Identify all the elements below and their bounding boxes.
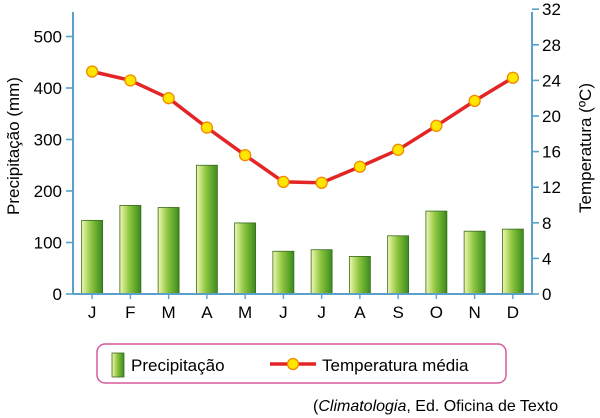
- temperature-point-8: [353, 160, 367, 173]
- legend-temperature-marker: [286, 357, 300, 371]
- right-tick-label: 4: [542, 249, 551, 268]
- temperature-point-9: [391, 143, 405, 156]
- temperature-point-7: [315, 176, 328, 189]
- legend-precipitation-swatch: [111, 352, 125, 378]
- x-tick-label: F: [125, 303, 135, 322]
- temperature-point-11: [468, 94, 481, 108]
- source-publisher: , Ed. Oficina de Texto: [406, 398, 558, 415]
- right-tick-label: 32: [542, 0, 561, 19]
- temperature-point-10: [430, 119, 443, 132]
- left-tick-label: 300: [34, 131, 62, 150]
- left-axis-ticks: 0 100 200 300 400 500: [34, 28, 73, 304]
- x-tick-label: J: [279, 303, 288, 322]
- bar-m-5: [234, 222, 257, 295]
- temperature-point-2: [124, 74, 137, 87]
- temperature-line: [91, 69, 514, 185]
- bar-o-10: [425, 210, 448, 295]
- x-tick-label: J: [88, 303, 97, 322]
- bar-j-6: [272, 250, 295, 295]
- x-tick-label: J: [317, 303, 326, 322]
- bar-d-12: [501, 228, 524, 295]
- right-tick-label: 0: [542, 285, 551, 304]
- x-tick-label: D: [507, 303, 519, 322]
- left-tick-label: 0: [53, 285, 62, 304]
- left-axis-title: Precipitação (mm): [4, 77, 23, 215]
- bar-j-1: [81, 219, 104, 295]
- bar-a-4: [195, 164, 218, 295]
- bar-m-3: [157, 207, 180, 295]
- source-caption: (Climatologia, Ed. Oficina de Texto: [313, 398, 558, 415]
- temperature-point-3: [162, 92, 175, 105]
- bar-n-11: [463, 230, 486, 295]
- left-tick-label: 400: [34, 79, 62, 98]
- right-tick-label: 12: [542, 178, 561, 197]
- temperature-point-12: [506, 71, 520, 84]
- right-axis-title: Temperatura (ºC): [576, 83, 595, 213]
- x-tick-label: M: [162, 303, 176, 322]
- left-tick-label: 100: [34, 234, 62, 253]
- legend-precipitation-label: Precipitação: [131, 356, 225, 375]
- x-tick-label: A: [201, 303, 213, 322]
- x-tick-label: N: [468, 303, 480, 322]
- temperature-point-1: [85, 65, 99, 78]
- x-tick-label: A: [354, 303, 366, 322]
- right-tick-label: 24: [542, 71, 561, 90]
- left-tick-label: 200: [34, 182, 62, 201]
- x-tick-label: O: [430, 303, 443, 322]
- source-prefix: (: [313, 398, 319, 415]
- legend-temperature-label: Temperatura média: [322, 356, 469, 375]
- right-tick-label: 20: [542, 107, 561, 126]
- bar-s-9: [387, 235, 410, 295]
- precipitation-bars: [81, 164, 524, 295]
- temperature-point-4: [200, 121, 214, 134]
- temperature-point-6: [277, 175, 290, 189]
- source-title: Climatologia: [318, 398, 406, 415]
- left-tick-label: 500: [34, 28, 62, 47]
- right-tick-label: 28: [542, 36, 561, 55]
- bar-j-7: [310, 249, 333, 295]
- right-tick-label: 8: [542, 214, 551, 233]
- right-axis-ticks: 0 4 8 12 16 20 24 28 32: [532, 0, 561, 304]
- legend: Precipitação Temperatura média: [96, 343, 507, 384]
- temperature-series: [85, 65, 520, 189]
- temperature-point-5: [238, 149, 252, 162]
- bar-f-2: [119, 205, 142, 295]
- right-tick-label: 16: [542, 143, 561, 162]
- bar-a-8: [348, 256, 371, 295]
- x-tick-label: M: [238, 303, 252, 322]
- x-tick-label: S: [392, 303, 403, 322]
